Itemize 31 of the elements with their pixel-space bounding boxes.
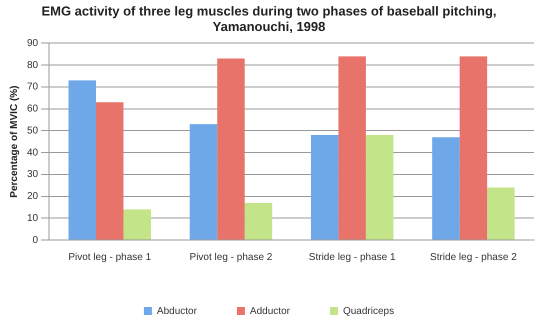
y-tick-label: 40 [27,147,39,158]
bar [190,124,218,240]
bar [217,58,245,240]
bar [123,209,151,240]
y-tick-label: 10 [27,212,39,224]
x-tick-label: Pivot leg - phase 2 [190,252,273,263]
bar [487,188,515,240]
bar [96,102,124,240]
x-tick-label: Stride leg - phase 1 [308,252,396,263]
bar [68,80,96,240]
bar [460,56,488,240]
y-tick-label: 0 [32,234,39,246]
y-tick-label: 90 [27,38,39,49]
bar [366,135,394,240]
y-tick-label: 20 [27,191,39,202]
y-tick-label: 60 [27,104,39,115]
x-tick-label: Pivot leg - phase 1 [68,252,152,263]
y-axis-title: Percentage of MVIC (%) [8,85,20,198]
bar [338,56,366,240]
x-tick-label: Stride leg - phase 2 [430,252,518,263]
y-tick-label: 30 [27,169,39,180]
bar [310,135,338,240]
y-tick-label: 70 [27,82,39,93]
legend-label: Adductor [250,306,291,317]
y-tick-label: 50 [27,125,39,136]
legend-label: Abductor [156,306,198,317]
chart-title: EMG activity of three leg muscles during two phases of baseball pitching, Yamanouchi, 1998 [41,3,497,34]
legend-label: Quadriceps [342,306,394,317]
y-tick-label: 80 [27,60,39,71]
bar [432,137,460,240]
bar [244,202,272,240]
